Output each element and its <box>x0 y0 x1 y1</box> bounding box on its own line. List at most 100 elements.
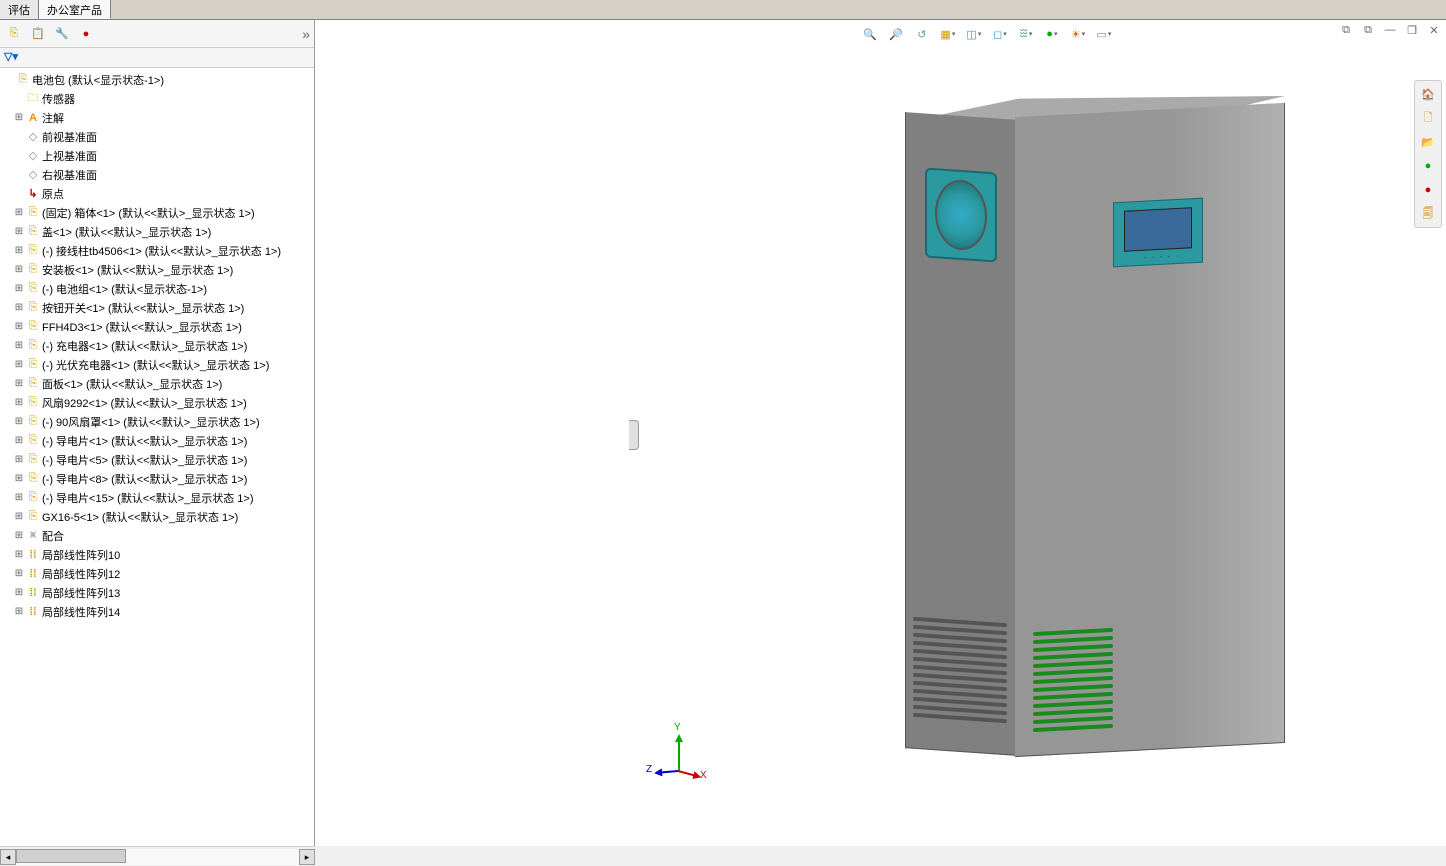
scroll-track[interactable] <box>16 849 299 865</box>
tree-label: (-) 导电片<15> (默认<<默认>_显示状态 1>) <box>42 490 254 506</box>
open-icon[interactable]: 📂 <box>1417 131 1439 153</box>
home-icon[interactable]: 🏠 <box>1417 83 1439 105</box>
expander-icon[interactable]: ⊞ <box>14 302 24 313</box>
tree-part-15[interactable]: ⊞⎘(-) 导电片<15> (默认<<默认>_显示状态 1>) <box>0 488 314 507</box>
zoom-to-area-icon[interactable]: 🔎 <box>886 24 906 44</box>
sphere-icon[interactable]: ● <box>1417 155 1439 177</box>
expander-icon[interactable]: ⊞ <box>14 321 24 332</box>
expander-icon[interactable]: ⊞ <box>14 473 24 484</box>
expander-icon[interactable]: ⊞ <box>14 587 24 598</box>
expander-icon[interactable]: ⊞ <box>14 283 24 294</box>
tree-part-3[interactable]: ⊞⎘安装板<1> (默认<<默认>_显示状态 1>) <box>0 260 314 279</box>
horizontal-scrollbar[interactable]: ◂ ▸ <box>0 846 315 866</box>
expander-icon[interactable]: ⊞ <box>14 416 24 427</box>
tree-annotations[interactable]: ⊞A注解 <box>0 108 314 127</box>
window-controls: ⧉ ⧉ — ❐ ✕ <box>1338 22 1442 38</box>
dock-right-icon[interactable]: ⧉ <box>1360 22 1376 38</box>
scroll-right-icon[interactable]: ▸ <box>299 849 315 865</box>
expander-icon[interactable]: ⊞ <box>14 378 24 389</box>
expander-icon[interactable]: ⊞ <box>14 226 24 237</box>
expander-icon[interactable]: ⊞ <box>14 340 24 351</box>
options-icon[interactable]: 🗐 <box>1417 203 1439 225</box>
expander-icon[interactable]: ⊞ <box>14 492 24 503</box>
tree-part-6[interactable]: ⊞⎘FFH4D3<1> (默认<<默认>_显示状态 1>) <box>0 317 314 336</box>
configuration-manager-tab[interactable]: 🔧 <box>52 24 72 44</box>
appearance-icon[interactable]: ● <box>1417 179 1439 201</box>
expander-icon[interactable]: ⊞ <box>14 530 24 541</box>
expander-icon[interactable]: ⊞ <box>14 359 24 370</box>
dock-left-icon[interactable]: ⧉ <box>1338 22 1354 38</box>
tree-part-0[interactable]: ⊞⎘(固定) 箱体<1> (默认<<默认>_显示状态 1>) <box>0 203 314 222</box>
apply-scene-icon[interactable]: ☀ <box>1068 24 1088 44</box>
tree-part-12[interactable]: ⊞⎘(-) 导电片<1> (默认<<默认>_显示状态 1>) <box>0 431 314 450</box>
tab-office-products[interactable]: 办公室产品 <box>39 0 111 19</box>
tree-part-14[interactable]: ⊞⎘(-) 导电片<8> (默认<<默认>_显示状态 1>) <box>0 469 314 488</box>
tree-part-13[interactable]: ⊞⎘(-) 导电片<5> (默认<<默认>_显示状态 1>) <box>0 450 314 469</box>
tab-evaluate[interactable]: 评估 <box>0 0 39 19</box>
expander-icon[interactable]: ⊞ <box>14 207 24 218</box>
tree-root[interactable]: ⎘电池包 (默认<显示状态-1>) <box>0 70 314 89</box>
tree-part-4[interactable]: ⊞⎘(-) 电池组<1> (默认<显示状态-1>) <box>0 279 314 298</box>
tree-origin[interactable]: ↳原点 <box>0 184 314 203</box>
tree-part-1[interactable]: ⊞⎘盖<1> (默认<<默认>_显示状态 1>) <box>0 222 314 241</box>
expander-icon[interactable]: ⊞ <box>14 264 24 275</box>
section-view-icon[interactable]: ▦ <box>938 24 958 44</box>
tree-pattern-1[interactable]: ⊞⁞⁞局部线性阵列12 <box>0 564 314 583</box>
tree-part-10[interactable]: ⊞⎘风扇9292<1> (默认<<默认>_显示状态 1>) <box>0 393 314 412</box>
tree-pattern-3[interactable]: ⊞⁞⁞局部线性阵列14 <box>0 602 314 621</box>
tree-part-11[interactable]: ⊞⎘(-) 90风扇罩<1> (默认<<默认>_显示状态 1>) <box>0 412 314 431</box>
tree-part-2[interactable]: ⊞⎘(-) 接线柱tb4506<1> (默认<<默认>_显示状态 1>) <box>0 241 314 260</box>
model-fan <box>925 167 997 262</box>
display-manager-tab[interactable]: ● <box>76 24 96 44</box>
tree-part-8[interactable]: ⊞⎘(-) 光伏充电器<1> (默认<<默认>_显示状态 1>) <box>0 355 314 374</box>
tree-part-16[interactable]: ⊞⎘GX16-5<1> (默认<<默认>_显示状态 1>) <box>0 507 314 526</box>
model-side-vents <box>913 617 1007 732</box>
tree-mates[interactable]: ⊞⩙配合 <box>0 526 314 545</box>
maximize-icon[interactable]: ❐ <box>1404 22 1420 38</box>
collapse-panel-icon[interactable]: » <box>302 26 310 42</box>
feature-manager-tab[interactable]: ⎘ <box>4 24 24 44</box>
zoom-to-fit-icon[interactable]: 🔍 <box>860 24 880 44</box>
tree-part-6-icon: ⎘ <box>26 320 40 334</box>
tree-root-icon: ⎘ <box>16 73 30 87</box>
expander-icon[interactable]: ⊞ <box>14 606 24 617</box>
triad-x-axis <box>678 770 700 778</box>
expander-icon[interactable]: ⊞ <box>14 397 24 408</box>
tree-pattern-2[interactable]: ⊞⁞⁞局部线性阵列13 <box>0 583 314 602</box>
expander-icon[interactable]: ⊞ <box>14 568 24 579</box>
view-settings-icon[interactable]: ▭ <box>1094 24 1114 44</box>
tree-sensors[interactable]: 🗀传感器 <box>0 89 314 108</box>
hide-show-icon[interactable]: ꖿ <box>1016 24 1036 44</box>
previous-view-icon[interactable]: ↺ <box>912 24 932 44</box>
filter-bar[interactable]: ▽▾ <box>0 48 314 68</box>
tree-part-9[interactable]: ⊞⎘面板<1> (默认<<默认>_显示状态 1>) <box>0 374 314 393</box>
close-icon[interactable]: ✕ <box>1426 22 1442 38</box>
edit-appearance-icon[interactable]: ● <box>1042 24 1062 44</box>
graphics-viewport[interactable]: 🔍🔎↺▦◫◻ꖿ●☀▭ ⧉⧉—❐✕ 🏠🗋📂●●🗐 • • • • Y X Z <box>315 20 1446 846</box>
tree-right-plane[interactable]: ◇右视基准面 <box>0 165 314 184</box>
expander-icon[interactable]: ⊞ <box>14 112 24 123</box>
expander-icon[interactable]: ⊞ <box>14 511 24 522</box>
tree-label: (-) 接线柱tb4506<1> (默认<<默认>_显示状态 1>) <box>42 243 281 259</box>
tree-part-7[interactable]: ⊞⎘(-) 充电器<1> (默认<<默认>_显示状态 1>) <box>0 336 314 355</box>
display-style-icon[interactable]: ◻ <box>990 24 1010 44</box>
feature-tree: ⎘电池包 (默认<显示状态-1>)🗀传感器⊞A注解◇前视基准面◇上视基准面◇右视… <box>0 68 314 846</box>
scroll-left-icon[interactable]: ◂ <box>0 849 16 865</box>
scroll-thumb[interactable] <box>16 849 126 863</box>
panel-resize-handle[interactable] <box>629 420 639 450</box>
expander-icon[interactable]: ⊞ <box>14 549 24 560</box>
expander-icon[interactable]: ⊞ <box>14 454 24 465</box>
view-orientation-icon[interactable]: ◫ <box>964 24 984 44</box>
expander-icon[interactable]: ⊞ <box>14 435 24 446</box>
tree-front-plane[interactable]: ◇前视基准面 <box>0 127 314 146</box>
tree-top-plane[interactable]: ◇上视基准面 <box>0 146 314 165</box>
tree-label: (-) 90风扇罩<1> (默认<<默认>_显示状态 1>) <box>42 414 260 430</box>
minimize-icon[interactable]: — <box>1382 22 1398 38</box>
new-doc-icon[interactable]: 🗋 <box>1417 107 1439 129</box>
expander-icon[interactable]: ⊞ <box>14 245 24 256</box>
tree-part-5[interactable]: ⊞⎘按钮开关<1> (默认<<默认>_显示状态 1>) <box>0 298 314 317</box>
tree-right-plane-icon: ◇ <box>26 168 40 182</box>
tree-pattern-0[interactable]: ⊞⁞⁞局部线性阵列10 <box>0 545 314 564</box>
tree-label: 安装板<1> (默认<<默认>_显示状态 1>) <box>42 262 233 278</box>
property-manager-tab[interactable]: 📋 <box>28 24 48 44</box>
